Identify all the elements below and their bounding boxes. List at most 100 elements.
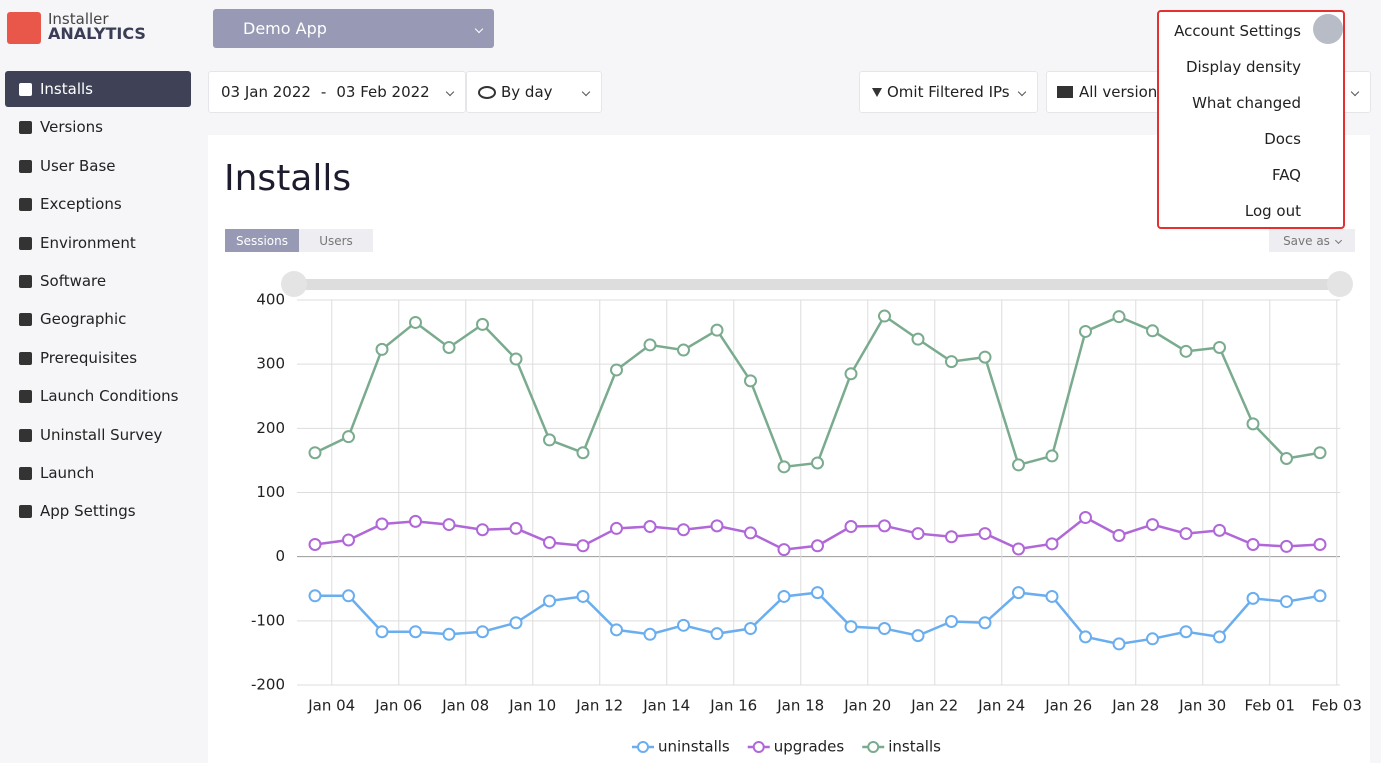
data-point: [1179, 344, 1193, 358]
data-point: [1112, 528, 1126, 542]
nav-item[interactable]: Installs: [5, 71, 191, 107]
data-point: [342, 589, 355, 603]
menu-item[interactable]: What changed: [1192, 94, 1301, 112]
data-point: [811, 456, 824, 470]
menu-item[interactable]: Account Settings: [1174, 22, 1301, 40]
nav-label: Software: [40, 272, 107, 290]
data-point: [308, 446, 322, 460]
data-point: [1012, 542, 1025, 556]
data-point: [375, 625, 389, 639]
nav-label: App Settings: [40, 502, 136, 520]
menu-item[interactable]: Docs: [1264, 130, 1301, 148]
data-point: [677, 523, 690, 537]
avatar[interactable]: [1313, 14, 1343, 44]
menu-item[interactable]: Log out: [1244, 202, 1301, 220]
content-panel: [208, 135, 1370, 763]
nav-label: Environment: [40, 234, 136, 252]
nav-item[interactable]: Prerequisites: [5, 340, 191, 376]
legend-marker: [752, 741, 765, 753]
logo-line1: Installer: [48, 10, 109, 28]
data-point: [409, 514, 422, 528]
granularity[interactable]: By day: [466, 71, 602, 113]
x-tick-label: Jan 14: [642, 697, 690, 715]
x-tick-label: Jan 10: [508, 697, 556, 715]
data-point: [643, 338, 657, 352]
data-point: [1179, 527, 1193, 541]
data-point: [710, 627, 724, 641]
data-point: [1246, 537, 1260, 551]
data-point: [576, 539, 590, 553]
x-tick-label: Jan 24: [977, 697, 1025, 715]
nav-item[interactable]: Environment: [5, 225, 191, 261]
data-point: [744, 374, 757, 388]
slider-handle[interactable]: [1327, 271, 1353, 297]
nav-label: Exceptions: [40, 195, 122, 213]
data-point: [1146, 518, 1159, 532]
x-tick-label: Feb 03: [1312, 697, 1362, 715]
data-point: [911, 332, 925, 346]
date-range[interactable]: 03 Jan 2022-03 Feb 2022: [208, 71, 466, 113]
data-point: [1079, 511, 1092, 525]
data-point: [1213, 630, 1226, 644]
x-tick-label: Jan 28: [1111, 697, 1159, 715]
data-point: [543, 433, 556, 447]
granularity-label: By day: [501, 83, 553, 101]
data-point: [1213, 340, 1226, 354]
menu-item[interactable]: FAQ: [1271, 166, 1301, 184]
data-point: [878, 622, 891, 636]
slider-handle[interactable]: [281, 271, 307, 297]
data-point: [308, 537, 322, 551]
data-point: [1045, 589, 1059, 603]
x-tick-label: Jan 06: [374, 697, 422, 715]
x-tick-label: Feb 01: [1245, 697, 1295, 715]
range-slider[interactable]: [295, 279, 1340, 290]
data-point: [476, 523, 489, 537]
data-point: [1112, 310, 1126, 324]
y-tick-label: 200: [256, 419, 285, 437]
nav-item[interactable]: Exceptions: [5, 186, 191, 222]
logo-icon: [7, 12, 41, 44]
legend-marker: [867, 741, 880, 753]
data-point: [811, 586, 824, 600]
data-point: [1313, 446, 1327, 460]
data-point: [844, 620, 858, 634]
nav-label: User Base: [40, 157, 116, 175]
nav-item[interactable]: Launch Conditions: [5, 378, 191, 414]
legend-label: installs: [888, 738, 941, 756]
nav-item[interactable]: Versions: [5, 109, 191, 145]
save-as-label: Save as: [1283, 233, 1330, 248]
data-point: [543, 536, 556, 550]
x-tick-label: Jan 08: [441, 697, 489, 715]
page-title: Installs: [224, 158, 352, 199]
nav-item[interactable]: User Base: [5, 148, 191, 184]
data-point: [509, 521, 523, 535]
nav-item[interactable]: App Settings: [5, 493, 191, 529]
ip-filter[interactable]: Omit Filtered IPs: [859, 71, 1038, 113]
data-point: [777, 543, 791, 557]
nav-item[interactable]: Software: [5, 263, 191, 299]
nav-item[interactable]: Geographic: [5, 301, 191, 337]
menu-item[interactable]: Display density: [1185, 58, 1301, 76]
legend-label: upgrades: [774, 738, 845, 756]
nav-item[interactable]: Launch: [5, 455, 191, 491]
nav-item[interactable]: Uninstall Survey: [5, 417, 191, 453]
tab-active[interactable]: Sessions: [225, 229, 299, 252]
data-point: [375, 342, 389, 356]
data-point: [1012, 458, 1025, 472]
tab[interactable]: Users: [299, 229, 373, 252]
data-point: [375, 517, 389, 531]
data-point: [978, 616, 992, 630]
app-selector[interactable]: Demo App: [213, 9, 494, 48]
save-as[interactable]: Save as: [1269, 229, 1355, 252]
data-point: [1045, 449, 1059, 463]
legend-label: uninstalls: [658, 738, 730, 756]
data-point: [342, 430, 355, 444]
data-point: [610, 623, 623, 637]
nav-label: Launch Conditions: [40, 387, 179, 405]
app-name: Demo App: [243, 19, 327, 38]
data-point: [945, 355, 958, 369]
data-point: [442, 340, 456, 354]
data-point: [710, 519, 724, 533]
date-to: 03 Feb 2022: [336, 83, 430, 101]
